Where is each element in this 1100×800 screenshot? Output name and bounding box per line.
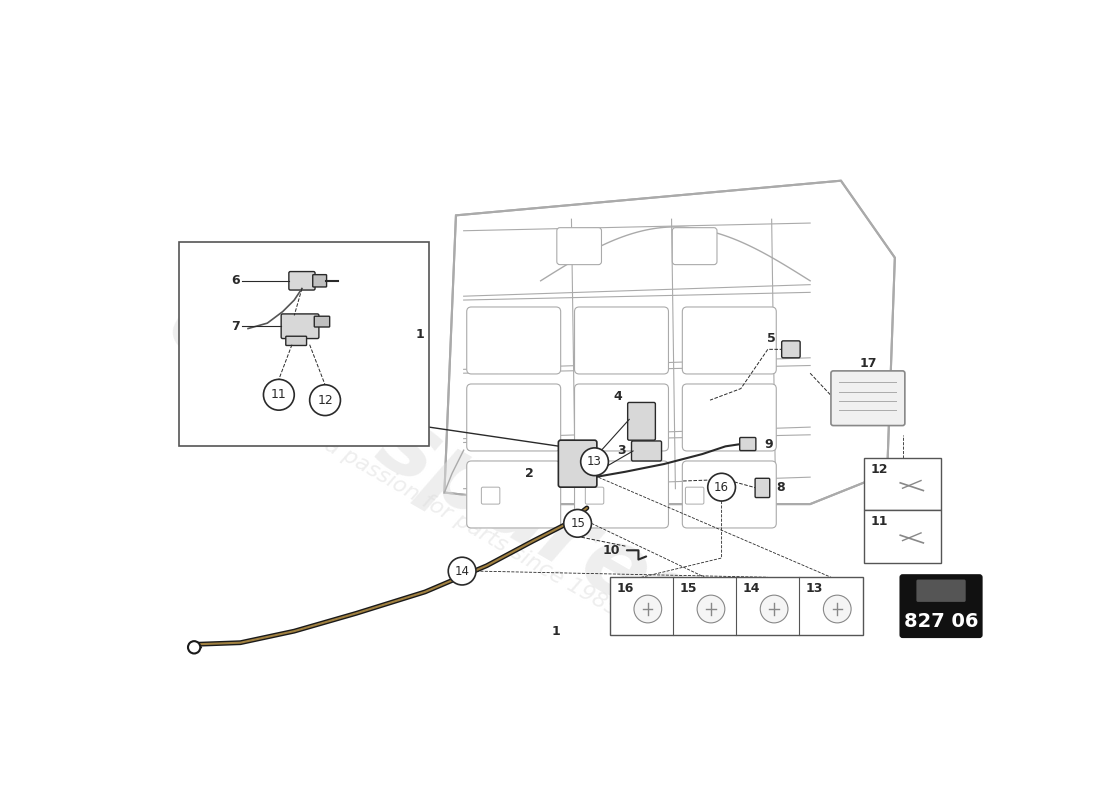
Circle shape <box>697 595 725 623</box>
FancyBboxPatch shape <box>672 228 717 265</box>
FancyBboxPatch shape <box>466 307 561 374</box>
Text: 9: 9 <box>763 438 772 450</box>
Text: 1: 1 <box>416 328 425 341</box>
FancyBboxPatch shape <box>830 371 905 426</box>
Text: 1: 1 <box>552 625 560 638</box>
Text: eurospares: eurospares <box>151 276 715 655</box>
FancyBboxPatch shape <box>574 461 669 528</box>
Text: 12: 12 <box>870 463 888 476</box>
Circle shape <box>634 595 662 623</box>
FancyBboxPatch shape <box>315 316 330 327</box>
Circle shape <box>188 641 200 654</box>
FancyBboxPatch shape <box>628 402 656 440</box>
FancyBboxPatch shape <box>916 579 966 602</box>
Circle shape <box>449 558 476 585</box>
FancyBboxPatch shape <box>782 341 800 358</box>
Bar <box>865 510 942 562</box>
Circle shape <box>563 510 592 538</box>
Text: a passion for parts since 1985: a passion for parts since 1985 <box>321 434 622 620</box>
Circle shape <box>310 385 341 415</box>
Text: 16: 16 <box>714 481 729 494</box>
Text: 8: 8 <box>777 482 785 494</box>
Text: 11: 11 <box>870 515 888 528</box>
FancyBboxPatch shape <box>466 384 561 451</box>
FancyBboxPatch shape <box>312 274 327 287</box>
FancyBboxPatch shape <box>286 336 307 346</box>
FancyBboxPatch shape <box>557 228 602 265</box>
Text: 6: 6 <box>232 274 241 287</box>
FancyBboxPatch shape <box>466 461 561 528</box>
Text: 17: 17 <box>859 358 877 370</box>
Text: 7: 7 <box>232 320 241 333</box>
Text: 3: 3 <box>617 445 626 458</box>
FancyBboxPatch shape <box>682 307 777 374</box>
FancyBboxPatch shape <box>559 440 597 487</box>
FancyBboxPatch shape <box>755 478 770 498</box>
Text: 14: 14 <box>454 565 470 578</box>
Bar <box>865 458 942 510</box>
FancyBboxPatch shape <box>900 574 982 638</box>
Text: 11: 11 <box>271 388 287 402</box>
Text: 14: 14 <box>742 582 760 594</box>
FancyBboxPatch shape <box>682 461 777 528</box>
Circle shape <box>581 448 608 476</box>
Text: 827 06: 827 06 <box>904 613 978 631</box>
Text: 16: 16 <box>616 582 634 594</box>
Text: 15: 15 <box>680 582 696 594</box>
FancyBboxPatch shape <box>282 314 319 338</box>
Text: 2: 2 <box>525 467 533 480</box>
FancyBboxPatch shape <box>482 487 499 504</box>
FancyBboxPatch shape <box>585 487 604 504</box>
Text: 13: 13 <box>805 582 823 594</box>
Bar <box>609 578 862 635</box>
Text: 10: 10 <box>603 544 620 557</box>
Circle shape <box>824 595 851 623</box>
FancyBboxPatch shape <box>574 307 669 374</box>
Polygon shape <box>444 181 895 504</box>
FancyBboxPatch shape <box>685 487 704 504</box>
FancyBboxPatch shape <box>574 384 669 451</box>
Text: 15: 15 <box>570 517 585 530</box>
FancyBboxPatch shape <box>631 441 661 461</box>
Text: 5: 5 <box>768 332 776 345</box>
Text: 12: 12 <box>317 394 333 406</box>
Circle shape <box>760 595 788 623</box>
Bar <box>178 242 429 446</box>
Text: 4: 4 <box>614 390 622 403</box>
Circle shape <box>264 379 295 410</box>
FancyBboxPatch shape <box>289 271 315 290</box>
FancyBboxPatch shape <box>682 384 777 451</box>
Text: 13: 13 <box>587 455 602 468</box>
FancyBboxPatch shape <box>739 438 756 450</box>
Circle shape <box>707 474 736 501</box>
